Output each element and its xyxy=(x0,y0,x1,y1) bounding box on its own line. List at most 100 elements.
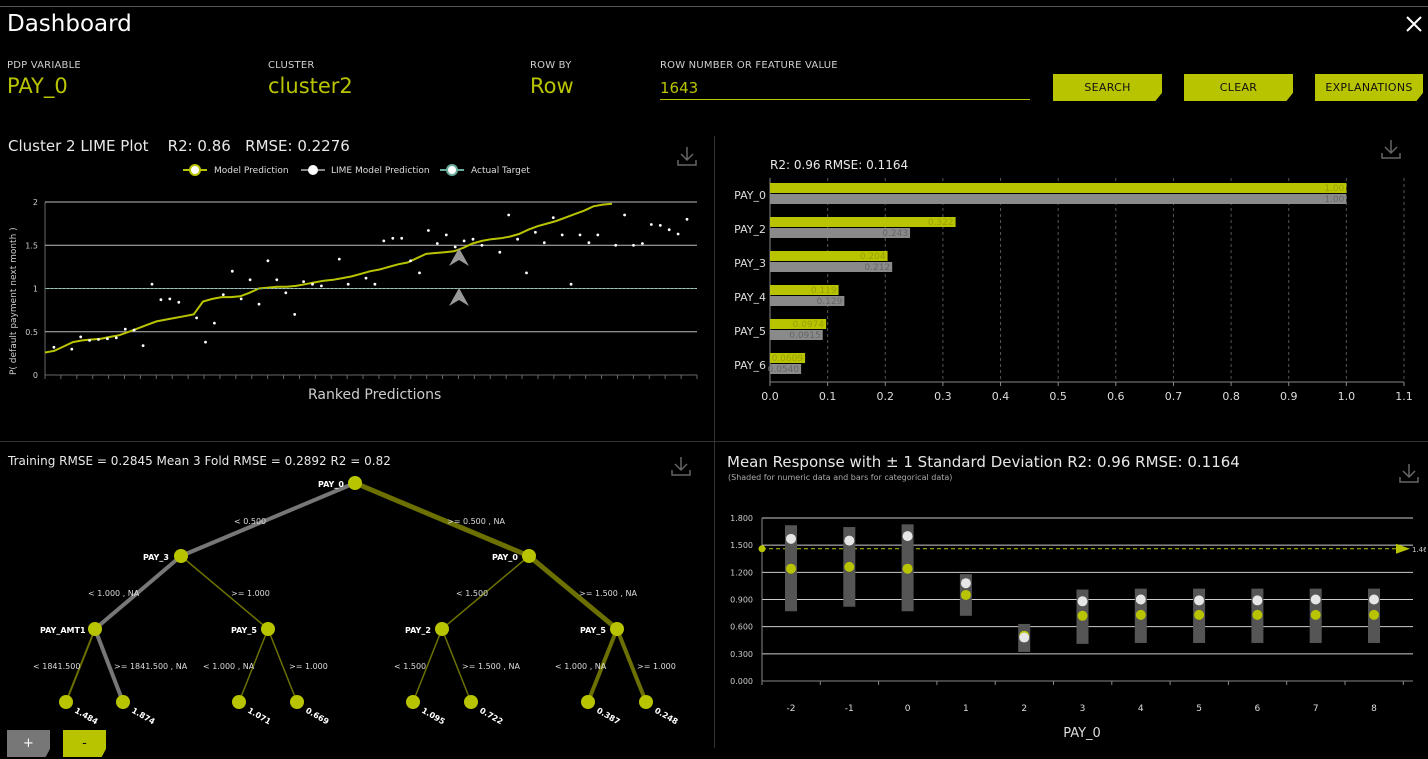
mean-response-mean-point xyxy=(786,533,796,544)
download-icon-lime[interactable] xyxy=(676,145,698,167)
cursor-arrow-icon-2 xyxy=(449,288,469,306)
download-icon-tree[interactable] xyxy=(670,455,692,477)
lime-rmse: RMSE: 0.2276 xyxy=(245,137,350,155)
importance-bar-primary xyxy=(770,183,1347,193)
legend-lime-prediction-marker xyxy=(308,165,318,175)
lime-xlabel: Ranked Predictions xyxy=(308,387,441,403)
lime-prediction-point xyxy=(311,282,314,286)
lime-prediction-point xyxy=(213,321,216,325)
lime-prediction-point xyxy=(97,338,100,341)
mean-response-mean-point xyxy=(902,531,913,542)
lime-prediction-point xyxy=(293,313,297,316)
mean-response-ytick: 0.000 xyxy=(730,677,753,686)
importance-bar-label: 0.322 xyxy=(928,218,954,228)
importance-xtick: 0.9 xyxy=(1280,390,1298,403)
lime-prediction-point xyxy=(177,300,181,304)
lime-prediction-point xyxy=(551,216,555,219)
tree-node xyxy=(610,622,624,636)
lime-chart: Model Prediction LIME Model Prediction A… xyxy=(9,164,698,403)
importance-bar-secondary xyxy=(770,228,911,238)
importance-bar-label: 0.119 xyxy=(811,286,837,296)
lime-prediction-point xyxy=(418,271,421,275)
importance-xtick: 0.7 xyxy=(1165,390,1183,403)
row-number-input[interactable] xyxy=(660,76,1030,100)
lime-prediction-point xyxy=(79,335,83,339)
lime-prediction-point xyxy=(525,271,528,275)
importance-bar-primary xyxy=(770,319,827,329)
close-icon[interactable] xyxy=(1404,14,1424,34)
importance-bar-label: 0.204 xyxy=(860,252,886,262)
mean-response-mean-point xyxy=(1135,594,1146,605)
lime-r2: R2: 0.86 xyxy=(167,137,231,155)
mean-response-prediction-point xyxy=(1135,609,1146,620)
lime-prediction-point xyxy=(337,257,341,261)
mean-response-mean-point xyxy=(1194,595,1205,606)
lime-prediction-point xyxy=(632,243,635,247)
importance-bar-primary xyxy=(770,217,956,227)
lime-prediction-point xyxy=(542,241,546,245)
legend-model-prediction-marker xyxy=(189,164,201,176)
lime-prediction-point xyxy=(159,298,163,302)
page-title: Dashboard xyxy=(7,11,132,37)
mean-response-prediction-point xyxy=(844,561,855,572)
importance-xtick: 0.8 xyxy=(1222,390,1240,403)
importance-xtick: 1.1 xyxy=(1395,390,1413,403)
lime-prediction-point xyxy=(685,217,689,221)
mean-response-prediction-point xyxy=(1077,610,1088,621)
mean-response-xtick: 0 xyxy=(905,704,911,714)
lime-prediction-point xyxy=(106,337,109,341)
leaf-value: 1.874 xyxy=(130,706,157,727)
pdp-variable-label: PDP VARIABLE xyxy=(7,60,81,71)
download-icon-mean-response[interactable] xyxy=(1398,462,1420,484)
lime-prediction-point xyxy=(480,243,484,247)
search-button[interactable]: SEARCH xyxy=(1053,74,1162,101)
lime-prediction-point xyxy=(114,336,118,340)
mean-response-mean-point xyxy=(1077,596,1088,607)
mean-response-reference-start xyxy=(758,545,766,553)
lime-ytick: 0.5 xyxy=(25,328,38,337)
lime-title: Cluster 2 LIME Plot xyxy=(8,137,149,155)
cluster-value[interactable]: cluster2 xyxy=(268,74,353,98)
row-by-value[interactable]: Row xyxy=(530,74,574,98)
lime-legend: Model Prediction LIME Model Prediction A… xyxy=(183,164,530,176)
mean-response-prediction-point xyxy=(902,563,913,574)
mean-response-mean-point xyxy=(960,578,971,589)
mean-response-mean-point xyxy=(844,535,855,546)
mean-response-mean-point xyxy=(1019,632,1030,643)
lime-prediction-point xyxy=(248,278,252,282)
importance-bar-label: 0.129 xyxy=(817,297,843,307)
zoom-out-button[interactable]: - xyxy=(63,730,106,757)
download-icon-importance[interactable] xyxy=(1380,138,1402,160)
mean-response-xtick: 1 xyxy=(963,704,969,714)
lime-prediction-point xyxy=(596,233,600,237)
lime-prediction-point xyxy=(658,224,662,227)
importance-bar-label: 0.243 xyxy=(882,229,908,239)
importance-bar-label: 0.0609 xyxy=(772,354,804,364)
lime-ytick: 2 xyxy=(33,198,38,207)
lime-prediction-point xyxy=(400,236,404,240)
edge-label: >= 1.500 , NA xyxy=(462,662,520,671)
explanations-button[interactable]: EXPLANATIONS xyxy=(1315,74,1423,101)
importance-bar-label: 0.0540 xyxy=(768,365,800,375)
importance-category: PAY_3 xyxy=(734,257,766,270)
lime-prediction-point xyxy=(88,339,91,342)
importance-xtick: 0.5 xyxy=(1049,390,1067,403)
importance-xtick: 1.0 xyxy=(1338,390,1356,403)
lime-prediction-point xyxy=(302,280,305,283)
clear-button[interactable]: CLEAR xyxy=(1184,74,1293,101)
panel-divider-vertical xyxy=(714,136,715,748)
mean-response-prediction-point xyxy=(1194,609,1205,620)
leaf-value: 0.669 xyxy=(304,706,331,727)
zoom-in-button[interactable]: + xyxy=(7,730,50,757)
leaf-value: 0.722 xyxy=(478,706,504,726)
importance-xtick: 0.0 xyxy=(761,390,779,403)
lime-prediction-point xyxy=(239,297,243,301)
mean-response-xtick: 4 xyxy=(1138,704,1144,714)
legend-actual-target-marker xyxy=(446,164,458,176)
leaf-value: 0.387 xyxy=(595,706,621,726)
lime-prediction-point xyxy=(623,213,626,217)
pdp-variable-value[interactable]: PAY_0 xyxy=(7,74,68,98)
importance-bar-secondary xyxy=(770,364,802,374)
legend-lime-prediction: LIME Model Prediction xyxy=(331,166,430,176)
importance-bar-label: 0.0915 xyxy=(789,331,821,341)
